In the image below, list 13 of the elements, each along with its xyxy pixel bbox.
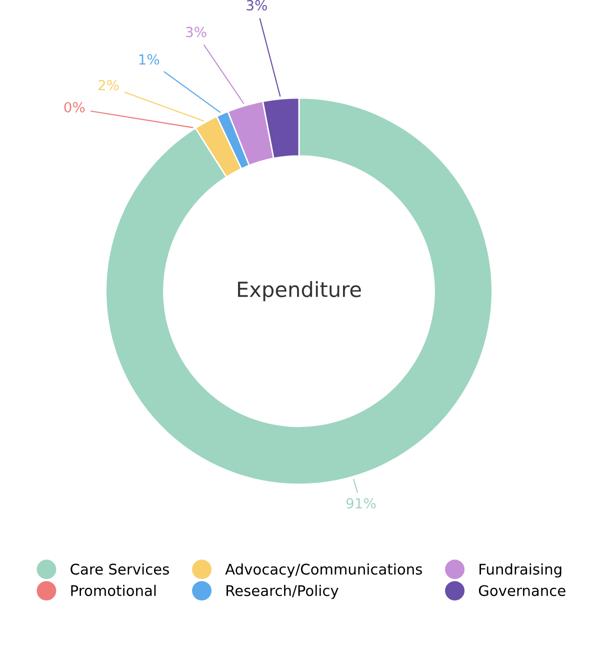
data-label: 2%: [98, 80, 119, 90]
text: 0%: [64, 102, 85, 112]
data-label: 91%: [346, 498, 376, 509]
data-label: 1%: [139, 54, 160, 65]
legend-label: Promotional: [71, 584, 156, 596]
legend-label: Fundraising: [480, 563, 562, 578]
data-label: 3%: [246, 0, 267, 11]
legend-label: Care Services: [70, 563, 169, 575]
legend-label: Advocacy/Communications: [225, 563, 422, 578]
legend-label: Research/Policy: [226, 584, 338, 599]
legend-label: Governance: [478, 585, 566, 596]
text: Expenditure: [238, 281, 361, 302]
data-label: 3%: [186, 26, 206, 38]
